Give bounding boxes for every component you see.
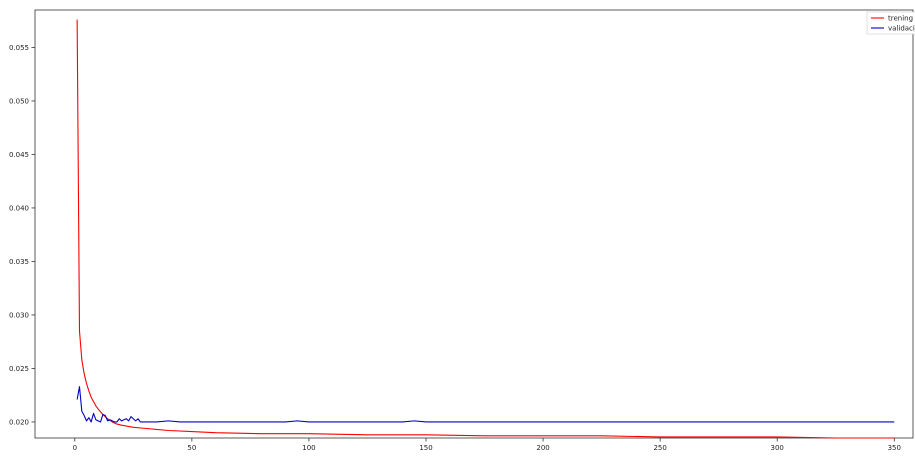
y-tick-label: 0.035	[9, 258, 29, 266]
y-tick-label: 0.045	[9, 151, 29, 159]
x-tick-label: 250	[653, 444, 666, 452]
series-layer	[76, 19, 895, 439]
x-tick-label: 300	[771, 444, 784, 452]
x-tick-label: 100	[302, 444, 315, 452]
y-tick-label: 0.025	[9, 365, 29, 373]
series-line-trening	[76, 19, 895, 439]
x-axis: 0 50 100 150 200 250 300 350	[73, 438, 901, 452]
x-tick-label: 350	[888, 444, 901, 452]
x-tick-label: 200	[536, 444, 549, 452]
y-tick-label: 0.030	[9, 311, 29, 319]
series-line-validacij	[76, 386, 895, 423]
y-tick-label: 0.020	[9, 418, 29, 426]
legend-label-validacij: validacij	[888, 25, 915, 33]
y-tick-label: 0.040	[9, 204, 29, 212]
legend-label-trening: trening	[888, 15, 913, 23]
x-tick-label: 150	[419, 444, 432, 452]
legend: trening validacij	[866, 11, 915, 35]
y-tick-label: 0.050	[9, 97, 29, 105]
x-tick-label: 50	[187, 444, 196, 452]
y-tick-label: 0.055	[9, 44, 29, 52]
y-axis: 0.020 0.025 0.030 0.035 0.040 0.045 0.050 0.055	[9, 44, 35, 426]
plot-area-frame	[34, 9, 914, 439]
x-tick-label: 0	[73, 444, 77, 452]
